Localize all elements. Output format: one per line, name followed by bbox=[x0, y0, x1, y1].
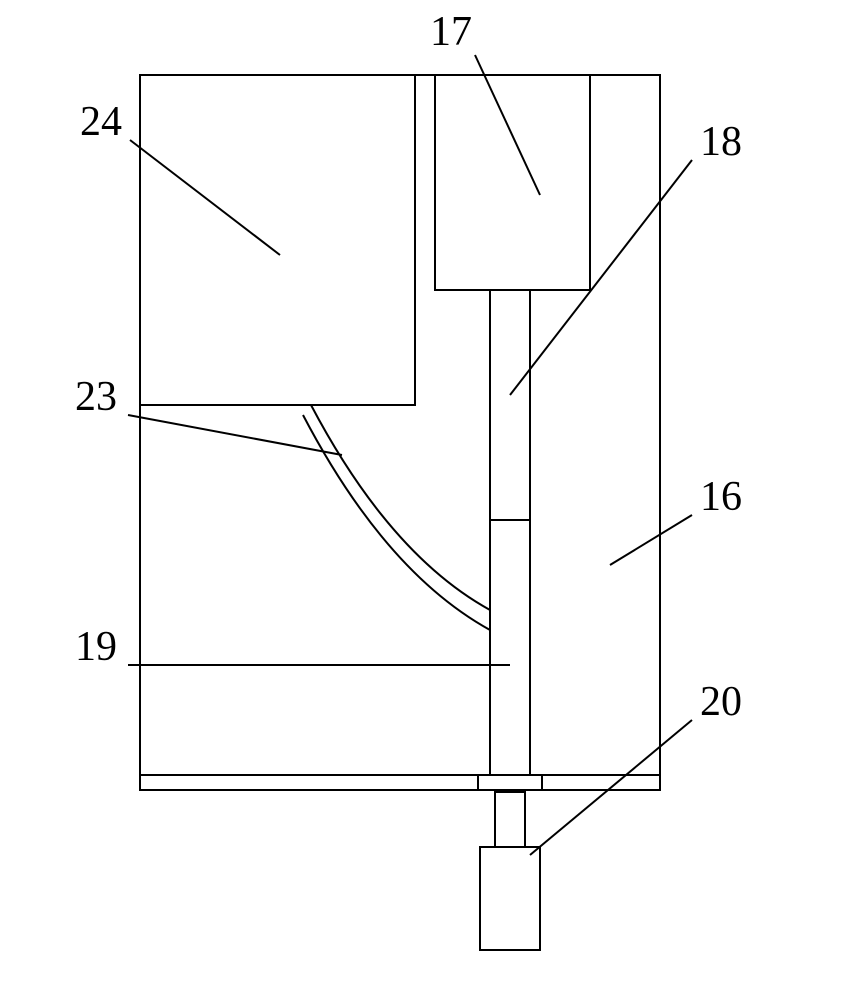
labels: 17 24 18 23 16 19 20 bbox=[75, 9, 742, 855]
curve-23-upper bbox=[311, 405, 490, 610]
diagram-svg: 17 24 18 23 16 19 20 bbox=[0, 0, 850, 1000]
flange bbox=[478, 775, 542, 790]
curve-23-lower bbox=[303, 415, 490, 630]
leader-n16 bbox=[610, 515, 692, 565]
label-n17: 17 bbox=[430, 9, 472, 55]
pipe-19 bbox=[490, 520, 530, 775]
box-24 bbox=[140, 75, 415, 405]
leader-n23 bbox=[128, 415, 342, 455]
pipe-18 bbox=[490, 290, 530, 520]
box-17 bbox=[435, 75, 590, 290]
label-n20: 20 bbox=[700, 679, 742, 725]
box-20 bbox=[480, 847, 540, 950]
label-n23: 23 bbox=[75, 374, 117, 420]
pipe-neck bbox=[495, 792, 525, 847]
label-n16: 16 bbox=[700, 474, 742, 520]
bottom-slab bbox=[140, 775, 660, 790]
label-n18: 18 bbox=[700, 119, 742, 165]
label-n19: 19 bbox=[75, 624, 117, 670]
outer-box-16 bbox=[140, 75, 660, 775]
leader-n24 bbox=[130, 140, 280, 255]
label-n24: 24 bbox=[80, 99, 122, 145]
leader-n18 bbox=[510, 160, 692, 395]
leader-n20 bbox=[530, 720, 692, 855]
